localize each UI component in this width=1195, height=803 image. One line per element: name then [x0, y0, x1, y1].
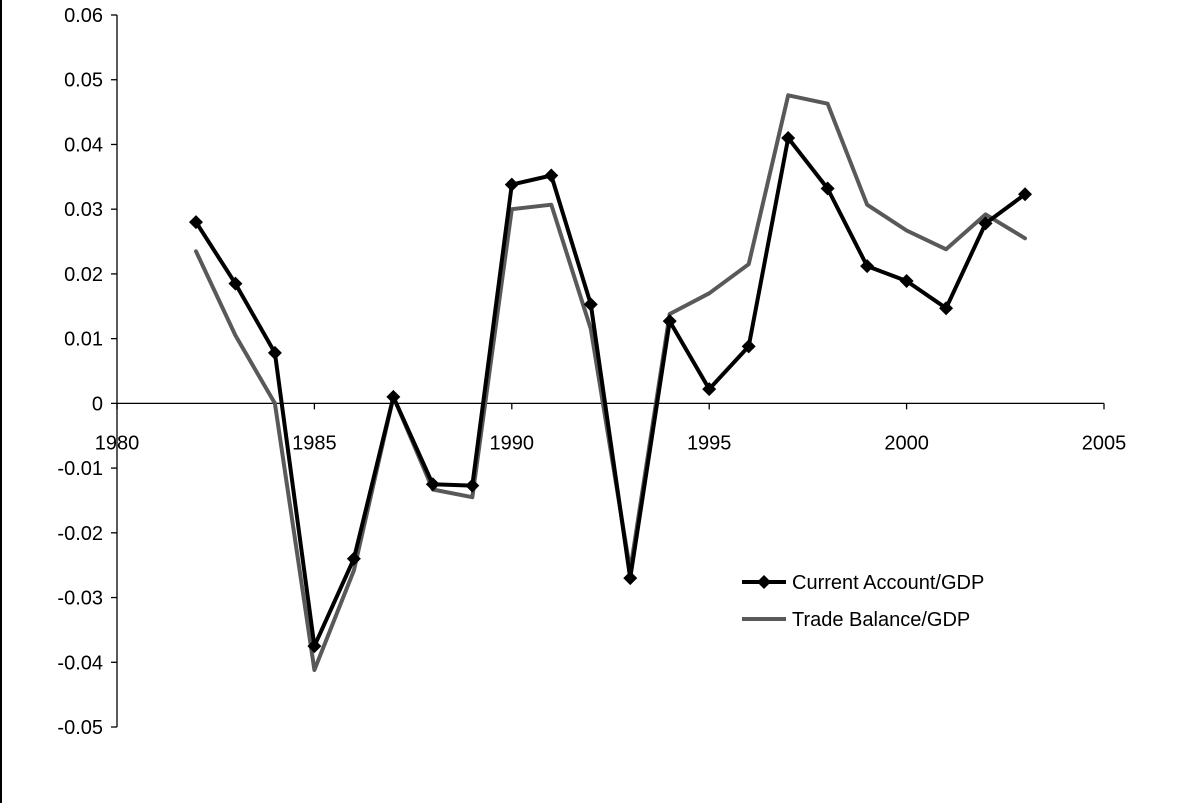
plot-area: 0.06 0.05 0.04 0.03 0.02 0.01 0 -0.01 -0.02 -0.03… — [57, 5, 1126, 739]
y-tick-label: 0.04 — [64, 134, 103, 156]
data-point-current-account — [346, 551, 361, 566]
series-line-current-account — [194, 136, 1027, 649]
x-tick-label: 1980 — [95, 432, 140, 454]
data-point-current-account — [465, 478, 480, 493]
y-tick-label: -0.04 — [57, 652, 103, 674]
data-point-current-account — [662, 314, 677, 329]
y-tick-label: 0.03 — [64, 199, 103, 221]
data-point-current-account — [1018, 187, 1033, 202]
legend-marker-current-account — [757, 575, 771, 589]
y-tick-label: 0.05 — [64, 70, 103, 92]
legend: Current Account/GDP Trade Balance/GDP — [742, 572, 984, 631]
y-tick-label: -0.03 — [57, 588, 103, 610]
x-tick-label: 1995 — [687, 432, 732, 454]
y-tick-label: -0.05 — [57, 717, 103, 739]
data-point-current-account — [702, 382, 717, 397]
legend-label-trade-balance: Trade Balance/GDP — [792, 609, 970, 631]
y-tick-label: -0.02 — [57, 523, 103, 545]
data-point-current-account — [307, 639, 322, 654]
data-point-current-account — [899, 274, 914, 289]
data-point-current-account — [741, 339, 756, 354]
data-point-current-account — [978, 216, 993, 231]
x-tick-label: 2005 — [1082, 432, 1127, 454]
data-point-current-account — [781, 130, 796, 145]
x-tick-label: 1990 — [490, 432, 535, 454]
data-point-current-account — [939, 301, 954, 316]
data-point-current-account — [583, 297, 598, 312]
legend-label-current-account: Current Account/GDP — [792, 572, 984, 594]
y-tick-label: 0 — [92, 393, 103, 415]
data-point-current-account — [425, 477, 440, 492]
data-point-current-account — [544, 168, 559, 183]
y-tick-label: -0.01 — [57, 458, 103, 480]
y-tick-label: 0.06 — [64, 5, 103, 27]
data-point-current-account — [820, 181, 835, 196]
data-point-current-account — [228, 276, 243, 291]
data-point-current-account — [623, 571, 638, 586]
data-point-current-account — [267, 345, 282, 360]
y-tick-label: 0.01 — [64, 329, 103, 351]
y-tick-label: 0.02 — [64, 264, 103, 286]
x-tick-label: 2000 — [884, 432, 929, 454]
data-point-current-account — [860, 259, 875, 274]
data-point-current-account — [188, 215, 203, 230]
x-tick-label: 1985 — [292, 432, 337, 454]
data-point-current-account — [386, 389, 401, 404]
data-point-current-account — [504, 177, 519, 192]
